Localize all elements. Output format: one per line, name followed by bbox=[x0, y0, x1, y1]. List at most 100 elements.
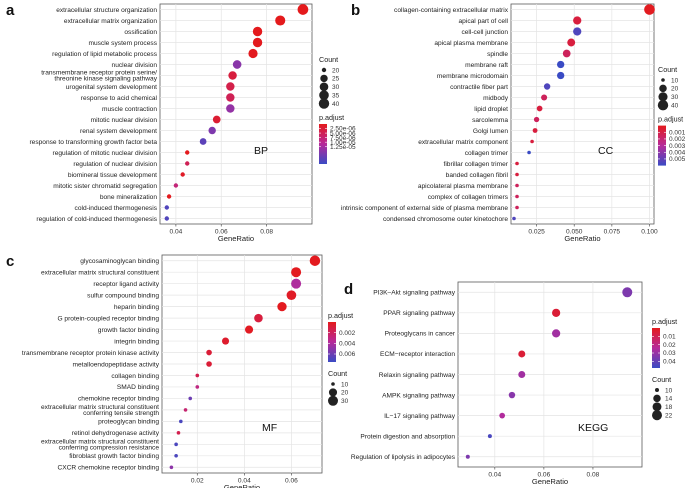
category-label: apicolateral plasma membrane bbox=[418, 183, 508, 190]
x-tick-label: 0.08 bbox=[587, 472, 600, 479]
x-tick-label: 0.025 bbox=[528, 229, 545, 236]
size-legend-title: Count bbox=[652, 375, 671, 384]
data-point bbox=[512, 216, 516, 221]
data-point bbox=[221, 337, 230, 345]
category-label: renal system development bbox=[80, 128, 157, 135]
data-point bbox=[297, 4, 309, 15]
size-legend-label: 30 bbox=[341, 398, 349, 405]
panel-d: d PI3K–Akt signaling pathway PPAR signalin… bbox=[344, 281, 677, 486]
data-point bbox=[185, 161, 190, 166]
category-label: receptor ligand activity bbox=[93, 281, 159, 288]
category-label: membrane microdomain bbox=[437, 73, 508, 80]
category-label: G protein-coupled receptor binding bbox=[57, 315, 159, 322]
category-label: PI3K–Akt signaling pathway bbox=[373, 290, 455, 297]
category-label: growth factor binding bbox=[98, 327, 160, 334]
data-point bbox=[508, 391, 516, 399]
size-legend-label: 20 bbox=[671, 86, 679, 93]
data-point bbox=[515, 205, 519, 210]
color-legend-label: 0.04 bbox=[663, 359, 676, 366]
color-legend-title: p.adjust bbox=[652, 317, 677, 326]
x-tick-label: 0.100 bbox=[641, 229, 658, 236]
category-label: IL−17 signaling pathway bbox=[384, 413, 456, 420]
size-legend-key bbox=[655, 388, 659, 392]
data-point bbox=[487, 434, 492, 439]
category-label: response to acid chemical bbox=[81, 95, 158, 102]
ontology-annotation: BP bbox=[254, 145, 268, 157]
category-label: sarcolemma bbox=[472, 117, 508, 124]
plot-area bbox=[159, 3, 313, 225]
data-point bbox=[183, 408, 188, 412]
color-legend-label: 0.02 bbox=[663, 342, 676, 349]
category-label: complex of collagen trimers bbox=[428, 194, 509, 201]
category-label: collagen trimer bbox=[465, 150, 509, 157]
panel-b: b collagen-containing extracellular matri… bbox=[341, 2, 685, 243]
category-label: muscle system process bbox=[88, 40, 157, 47]
color-legend-label: 0.004 bbox=[339, 341, 356, 348]
color-legend-label: 0.006 bbox=[339, 351, 356, 358]
data-point bbox=[248, 48, 258, 59]
panel-letter-d: d bbox=[344, 281, 353, 298]
category-label: mitotic sister chromatid segregation bbox=[53, 183, 157, 190]
x-tick-label: 0.04 bbox=[169, 229, 182, 236]
color-legend-label: 0.003 bbox=[669, 143, 685, 150]
category-label: Relaxin signaling pathway bbox=[379, 372, 456, 379]
category-label: fibrillar collagen trimer bbox=[444, 161, 509, 168]
color-bar bbox=[328, 322, 336, 362]
size-legend-label: 22 bbox=[665, 413, 673, 420]
color-legend-label: 0.03 bbox=[663, 350, 676, 357]
color-legend-label: 0.002 bbox=[669, 136, 685, 143]
panel-c: c glycosaminoglycan binding extracellular … bbox=[6, 253, 356, 488]
ontology-annotation: MF bbox=[262, 422, 277, 434]
category-label: extracellular matrix structural constitu… bbox=[41, 404, 159, 417]
size-legend-key bbox=[321, 67, 327, 73]
data-point bbox=[208, 126, 216, 135]
data-point bbox=[174, 442, 178, 447]
panel-letter-b: b bbox=[351, 2, 360, 19]
data-point bbox=[286, 290, 297, 300]
x-axis-title: GeneRatio bbox=[218, 234, 254, 243]
data-point bbox=[195, 373, 200, 378]
size-legend-label: 20 bbox=[332, 67, 340, 74]
category-label: CXCR chemokine receptor binding bbox=[57, 465, 159, 472]
category-label: banded collagen fibril bbox=[446, 172, 509, 179]
size-legend-label: 18 bbox=[665, 404, 673, 411]
category-label: regulation of nuclear division bbox=[73, 161, 157, 168]
category-label: collagen binding bbox=[111, 373, 159, 380]
category-label: urogenital system development bbox=[66, 84, 157, 91]
size-legend-key bbox=[320, 74, 328, 83]
category-label: condensed chromosome outer kinetochore bbox=[383, 216, 508, 223]
ontology-annotation: KEGG bbox=[578, 422, 608, 434]
category-label: spindle bbox=[487, 51, 508, 58]
color-bar bbox=[658, 125, 666, 166]
category-label: muscle contraction bbox=[102, 106, 157, 113]
color-legend-label: 1.25e-05 bbox=[330, 144, 356, 151]
data-point bbox=[206, 361, 212, 367]
data-point bbox=[536, 105, 543, 112]
data-point bbox=[277, 301, 287, 312]
data-point bbox=[541, 94, 548, 101]
data-point bbox=[164, 216, 170, 221]
size-legend-key bbox=[328, 388, 338, 397]
data-point bbox=[164, 205, 170, 210]
category-label: ossification bbox=[124, 29, 157, 36]
size-legend-key bbox=[661, 78, 665, 82]
size-legend-label: 10 bbox=[341, 381, 349, 388]
size-legend-key bbox=[319, 90, 329, 100]
data-point bbox=[228, 71, 237, 80]
data-point bbox=[226, 104, 235, 113]
category-label: extracellular matrix structural constitu… bbox=[41, 270, 159, 277]
size-legend-label: 35 bbox=[332, 93, 340, 100]
color-legend-label: 0.004 bbox=[669, 149, 685, 156]
size-legend-label: 40 bbox=[671, 103, 679, 110]
category-label: regulation of mitotic nuclear division bbox=[53, 150, 158, 157]
data-point bbox=[530, 139, 534, 144]
data-point bbox=[244, 325, 254, 334]
data-point bbox=[567, 38, 576, 47]
data-point bbox=[644, 4, 655, 15]
data-point bbox=[552, 308, 561, 317]
category-label: cold-induced thermogenesis bbox=[75, 205, 158, 212]
category-label: proteoglycan binding bbox=[98, 419, 159, 426]
data-point bbox=[533, 116, 540, 123]
size-legend-key bbox=[652, 402, 662, 412]
